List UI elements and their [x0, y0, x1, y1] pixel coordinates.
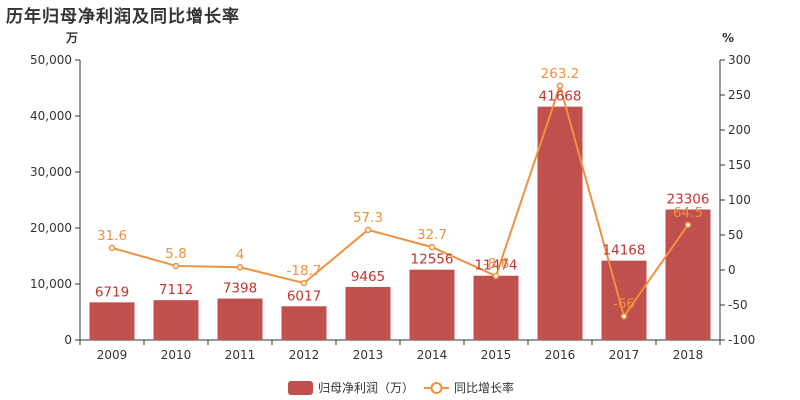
y-left-tick-label: 20,000	[30, 221, 72, 235]
line-value-label: -18.7	[287, 263, 322, 279]
y-right-tick-label: 0	[728, 263, 736, 277]
y-right-tick-label: 150	[728, 158, 751, 172]
line-value-label: 57.3	[353, 210, 383, 226]
line-point	[492, 272, 500, 280]
bar-value-label: 6719	[95, 284, 129, 300]
legend: 归母净利润（万） 同比增长率	[288, 380, 514, 395]
y-left-tick-label: 30,000	[30, 165, 72, 179]
line-point	[620, 312, 628, 320]
line-value-label: 5.8	[165, 246, 186, 262]
data-labels: 6719 7112 7398 6017 9465 12556 11474 41668 14168…	[95, 66, 710, 312]
x-tick-label: 2014	[417, 348, 448, 362]
line-value-label: 32.7	[417, 227, 447, 243]
line-point	[364, 226, 372, 234]
x-tick-label: 2012	[289, 348, 320, 362]
line-value-label: 4	[236, 247, 245, 263]
y-right-tick-label: -100	[728, 333, 755, 347]
line-point	[172, 262, 180, 270]
bar	[345, 286, 391, 340]
bar-value-label: 7398	[223, 281, 257, 297]
x-tick-label: 2013	[353, 348, 384, 362]
bar	[217, 298, 263, 340]
y-right-tick-label: 200	[728, 123, 751, 137]
axes: 0 10,000 20,000 30,000 40,000 50,000 -100 -50 0 5…	[30, 31, 755, 362]
bar	[473, 275, 519, 340]
y-right-tick-label: 50	[728, 228, 743, 242]
bar-value-label: 11474	[475, 258, 518, 274]
y-right-tick-label: 250	[728, 88, 751, 102]
y-right-tick-label: -50	[728, 298, 748, 312]
y-left-unit: 万	[65, 31, 78, 45]
x-tick-label: 2018	[673, 348, 704, 362]
line-value-label: 31.6	[97, 228, 127, 244]
x-tick-label: 2015	[481, 348, 512, 362]
legend-bar-swatch	[288, 381, 313, 395]
bar	[153, 300, 199, 340]
y-right-unit: %	[722, 31, 734, 45]
x-tick-label: 2010	[161, 348, 192, 362]
line-value-label: 263.2	[541, 66, 580, 82]
line-point	[556, 82, 564, 90]
line-point	[236, 263, 244, 271]
legend-line-marker	[430, 382, 443, 394]
bar	[89, 302, 135, 340]
legend-line-label: 同比增长率	[454, 380, 514, 395]
line-series	[108, 82, 692, 320]
y-left-tick-label: 0	[64, 333, 72, 347]
legend-bar-label: 归母净利润（万）	[318, 381, 414, 395]
line-value-label: 64.5	[673, 205, 703, 221]
bar-value-label: 9465	[351, 269, 385, 285]
bar-value-label: 7112	[159, 282, 193, 298]
y-left-tick-label: 10,000	[30, 277, 72, 291]
x-tick-label: 2016	[545, 348, 576, 362]
bar-series	[89, 106, 711, 340]
bar	[665, 209, 711, 340]
x-tick-label: 2009	[97, 348, 128, 362]
x-tick-label: 2011	[225, 348, 256, 362]
growth-line	[111, 82, 689, 319]
bar-value-label: 6017	[287, 288, 321, 304]
line-value-label: -66	[613, 296, 635, 312]
bar	[409, 269, 455, 340]
y-right-tick-label: 100	[728, 193, 751, 207]
y-left-tick-label: 40,000	[30, 109, 72, 123]
x-tick-label: 2017	[609, 348, 640, 362]
line-point	[428, 243, 436, 251]
bar-value-label: 41668	[539, 89, 582, 105]
bar-value-label: 12556	[411, 252, 454, 268]
chart-title: 历年归母净利润及同比增长率	[6, 7, 240, 27]
line-point	[300, 279, 308, 287]
bar	[601, 260, 647, 340]
bar	[537, 106, 583, 340]
line-point	[108, 244, 116, 252]
y-left-tick-label: 50,000	[30, 53, 72, 67]
bar-value-label: 23306	[667, 191, 710, 207]
y-right-tick-label: 300	[728, 53, 751, 67]
line-value-label: -8.6	[483, 256, 509, 272]
bar	[281, 306, 327, 340]
bar-value-label: 14168	[603, 243, 646, 259]
line-point	[684, 221, 692, 229]
